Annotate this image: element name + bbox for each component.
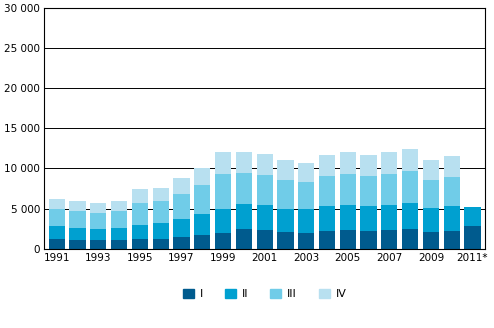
Bar [256, 205, 273, 230]
Bar [236, 153, 252, 173]
Bar [111, 240, 127, 249]
Bar [111, 211, 127, 228]
Bar [90, 229, 107, 240]
Bar [49, 226, 65, 239]
Bar [132, 189, 148, 203]
Bar [194, 185, 210, 214]
Bar [444, 177, 460, 206]
Bar [402, 149, 418, 171]
Bar [111, 201, 127, 211]
Bar [70, 201, 85, 211]
Bar [90, 203, 107, 213]
Bar [173, 194, 190, 219]
Bar [70, 228, 85, 240]
Bar [132, 225, 148, 239]
Bar [319, 206, 335, 231]
Bar [340, 230, 356, 249]
Bar [236, 229, 252, 249]
Bar [361, 206, 376, 231]
Bar [90, 240, 107, 249]
Bar [361, 176, 376, 206]
Bar [194, 235, 210, 249]
Bar [49, 209, 65, 226]
Bar [256, 154, 273, 175]
Bar [277, 180, 293, 209]
Bar [277, 232, 293, 249]
Bar [381, 205, 398, 230]
Bar [319, 231, 335, 249]
Bar [444, 231, 460, 249]
Bar [153, 239, 169, 249]
Bar [361, 155, 376, 176]
Bar [153, 201, 169, 223]
Bar [298, 163, 314, 182]
Bar [402, 229, 418, 249]
Bar [361, 231, 376, 249]
Bar [381, 230, 398, 249]
Bar [340, 174, 356, 205]
Bar [173, 219, 190, 236]
Bar [423, 160, 439, 180]
Bar [298, 209, 314, 233]
Bar [423, 232, 439, 249]
Bar [70, 211, 85, 228]
Bar [49, 239, 65, 249]
Bar [444, 206, 460, 231]
Bar [111, 228, 127, 240]
Bar [423, 208, 439, 232]
Bar [70, 240, 85, 249]
Bar [277, 209, 293, 232]
Bar [236, 173, 252, 204]
Bar [319, 155, 335, 176]
Bar [381, 153, 398, 174]
Bar [173, 236, 190, 249]
Bar [215, 174, 231, 209]
Legend: I, II, III, IV: I, II, III, IV [179, 285, 350, 303]
Bar [464, 226, 481, 249]
Bar [340, 153, 356, 174]
Bar [153, 223, 169, 239]
Bar [464, 207, 481, 226]
Bar [277, 160, 293, 180]
Bar [340, 205, 356, 230]
Bar [132, 203, 148, 225]
Bar [256, 175, 273, 205]
Bar [215, 233, 231, 249]
Bar [444, 156, 460, 177]
Bar [423, 180, 439, 208]
Bar [298, 233, 314, 249]
Bar [132, 239, 148, 249]
Bar [236, 204, 252, 229]
Bar [215, 209, 231, 233]
Bar [153, 188, 169, 201]
Bar [319, 176, 335, 206]
Bar [215, 153, 231, 174]
Bar [173, 178, 190, 194]
Bar [381, 174, 398, 205]
Bar [49, 199, 65, 209]
Bar [194, 214, 210, 235]
Bar [298, 182, 314, 209]
Bar [256, 230, 273, 249]
Bar [402, 203, 418, 229]
Bar [90, 213, 107, 229]
Bar [194, 168, 210, 185]
Bar [402, 171, 418, 203]
